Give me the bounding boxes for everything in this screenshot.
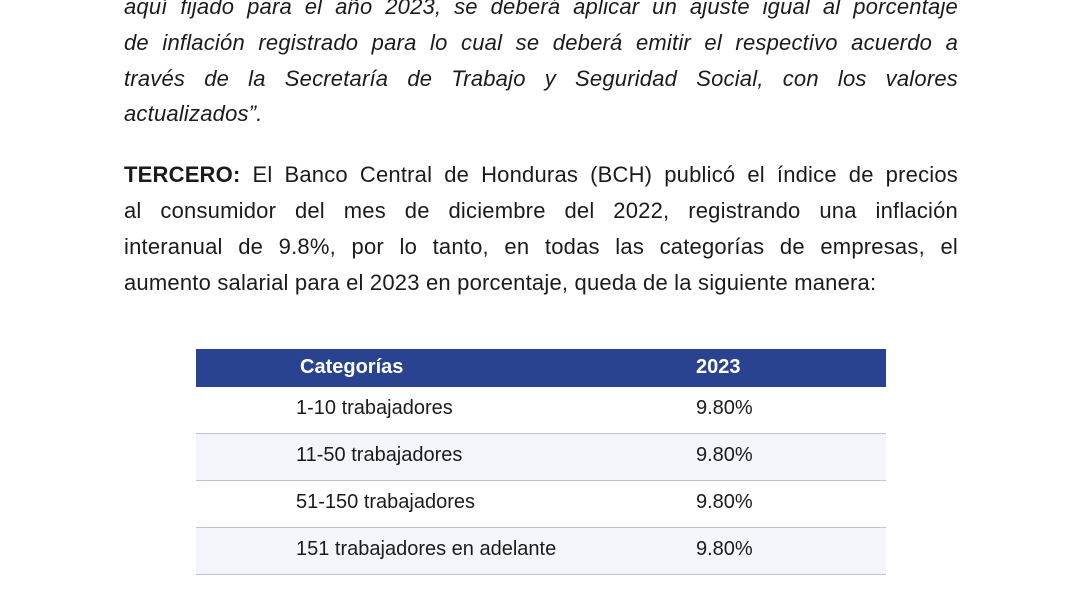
table-header: Categorías 2023: [196, 349, 886, 387]
tercero-text: El Banco Central de Honduras (BCH) publi…: [240, 162, 958, 187]
cell-category: 11-50 trabajadores: [296, 444, 463, 466]
cell-value: 9.80%: [696, 538, 753, 560]
tercero-line: al consumidor del mes de diciembre del 2…: [124, 198, 958, 223]
quote-line: de inflación registrado para lo cual se …: [124, 30, 958, 55]
table-row: 51-150 trabajadores 9.80%: [196, 481, 886, 528]
header-categorias: Categorías: [300, 356, 404, 378]
quote-line: actualizados”.: [124, 101, 263, 126]
cell-value: 9.80%: [696, 491, 753, 513]
quote-line: través de la Secretaría de Trabajo y Seg…: [124, 66, 958, 91]
tercero-line: interanual de 9.8%, por lo tanto, en tod…: [124, 234, 958, 259]
table-row: 1-10 trabajadores 9.80%: [196, 387, 886, 434]
cell-value: 9.80%: [696, 444, 753, 466]
header-2023: 2023: [696, 356, 741, 378]
table-row: 151 trabajadores en adelante 9.80%: [196, 528, 886, 575]
table-row: 11-50 trabajadores 9.80%: [196, 434, 886, 481]
tercero-line: TERCERO: El Banco Central de Honduras (B…: [124, 162, 958, 188]
cell-category: 51-150 trabajadores: [296, 491, 476, 513]
tercero-line: aumento salarial para el 2023 en porcent…: [124, 270, 877, 295]
cell-category: 1-10 trabajadores: [296, 397, 453, 419]
cell-category: 151 trabajadores en adelante: [296, 538, 557, 560]
cell-value: 9.80%: [696, 397, 753, 419]
quote-line: aquí fijado para el año 2023, se deberá …: [124, 0, 958, 19]
tercero-label: TERCERO:: [124, 162, 241, 187]
